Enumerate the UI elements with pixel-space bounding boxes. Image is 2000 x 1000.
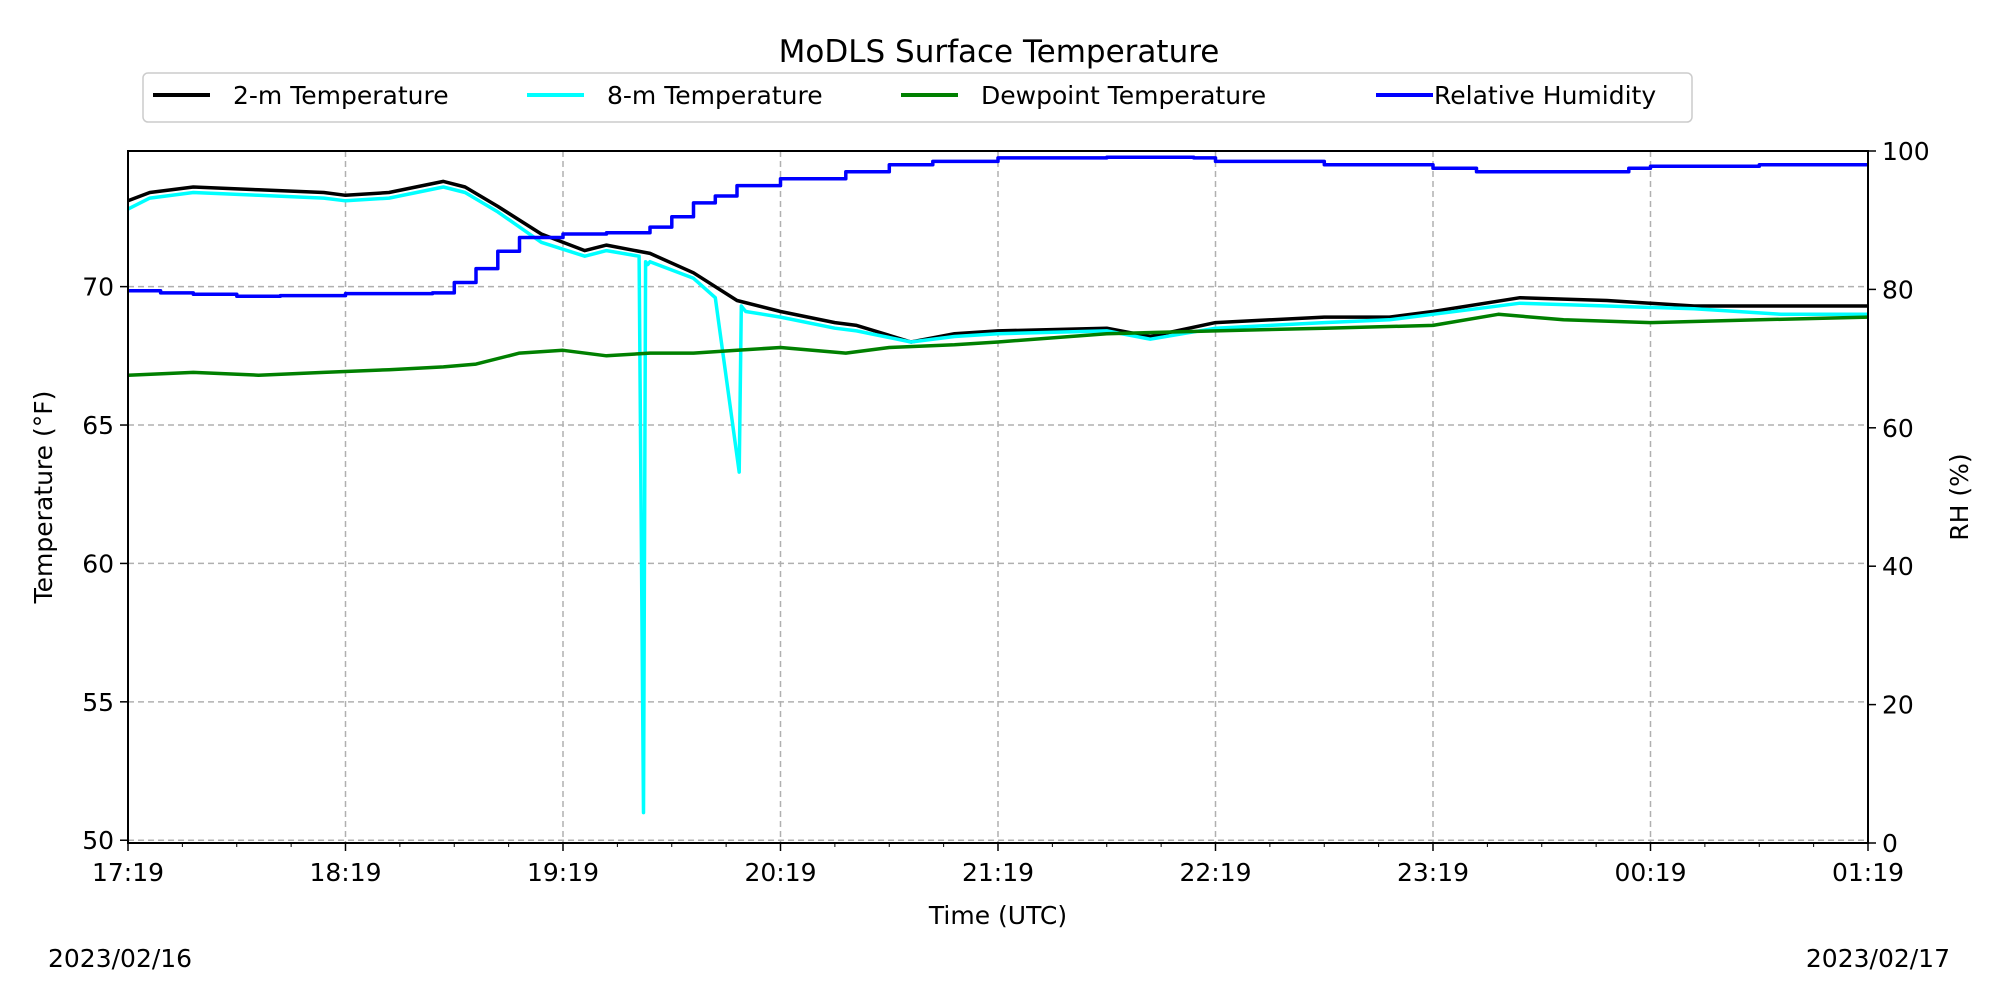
y-tick-label: 65 bbox=[82, 411, 114, 440]
legend-entry-relative-humidity: Relative Humidity bbox=[1376, 81, 1656, 110]
y-axis-label: Temperature (°F) bbox=[29, 391, 58, 605]
plot-frame bbox=[127, 150, 1869, 844]
x-tick-label: 01:19 bbox=[1832, 858, 1904, 887]
y2-axis-label: RH (%) bbox=[1945, 453, 1974, 540]
legend-label-8m-temperature: 8-m Temperature bbox=[607, 81, 823, 110]
grid-lines bbox=[128, 151, 1868, 843]
series-lines bbox=[127, 155, 1869, 815]
x-tick-label: 00:19 bbox=[1614, 858, 1686, 887]
legend-entry-2m-temperature: 2-m Temperature bbox=[153, 81, 449, 110]
y2-tick-label: 100 bbox=[1882, 137, 1930, 166]
start-date-label: 2023/02/16 bbox=[48, 944, 193, 973]
series-line-8-m-temperature bbox=[127, 185, 1868, 815]
x-tick-label: 18:19 bbox=[309, 858, 381, 887]
y2-tick-label: 60 bbox=[1882, 414, 1914, 443]
y-tick-label: 70 bbox=[82, 273, 114, 302]
legend-entry-8m-temperature: 8-m Temperature bbox=[527, 81, 823, 110]
legend-label-dewpoint-temperature: Dewpoint Temperature bbox=[981, 81, 1266, 110]
x-tick-label: 19:19 bbox=[527, 858, 599, 887]
x-tick-label: 22:19 bbox=[1179, 858, 1251, 887]
legend-label-2m-temperature: 2-m Temperature bbox=[233, 81, 449, 110]
series-line-dewpoint-temperature bbox=[127, 312, 1869, 377]
y2-tick-label: 40 bbox=[1882, 552, 1914, 581]
y2-tick-label: 20 bbox=[1882, 691, 1914, 720]
x-tick-label: 21:19 bbox=[962, 858, 1034, 887]
legend-entry-dewpoint-temperature: Dewpoint Temperature bbox=[901, 81, 1266, 110]
legend: 2-m Temperature 8-m Temperature Dewpoint… bbox=[142, 72, 1693, 123]
y-tick-label: 50 bbox=[82, 826, 114, 855]
x-tick-label: 20:19 bbox=[744, 858, 816, 887]
end-date-label: 2023/02/17 bbox=[1805, 944, 1950, 973]
y2-tick-label: 80 bbox=[1882, 275, 1914, 304]
x-tick-label: 23:19 bbox=[1397, 858, 1469, 887]
legend-frame bbox=[142, 72, 1693, 123]
axes: 17:19 18:19 19:19 20:19 21:19 22:19 23:19 00:19… bbox=[82, 137, 1930, 887]
y-tick-label: 55 bbox=[82, 688, 114, 717]
series-line-2-m-temperature bbox=[127, 179, 1868, 344]
legend-label-relative-humidity: Relative Humidity bbox=[1434, 81, 1656, 110]
chart-title: MoDLS Surface Temperature bbox=[779, 34, 1220, 70]
y-tick-label: 60 bbox=[82, 549, 114, 578]
x-axis-label: Time (UTC) bbox=[928, 901, 1067, 930]
x-tick-label: 17:19 bbox=[92, 858, 164, 887]
series-line-relative-humidity bbox=[128, 155, 1868, 299]
y2-tick-label: 0 bbox=[1882, 829, 1898, 858]
